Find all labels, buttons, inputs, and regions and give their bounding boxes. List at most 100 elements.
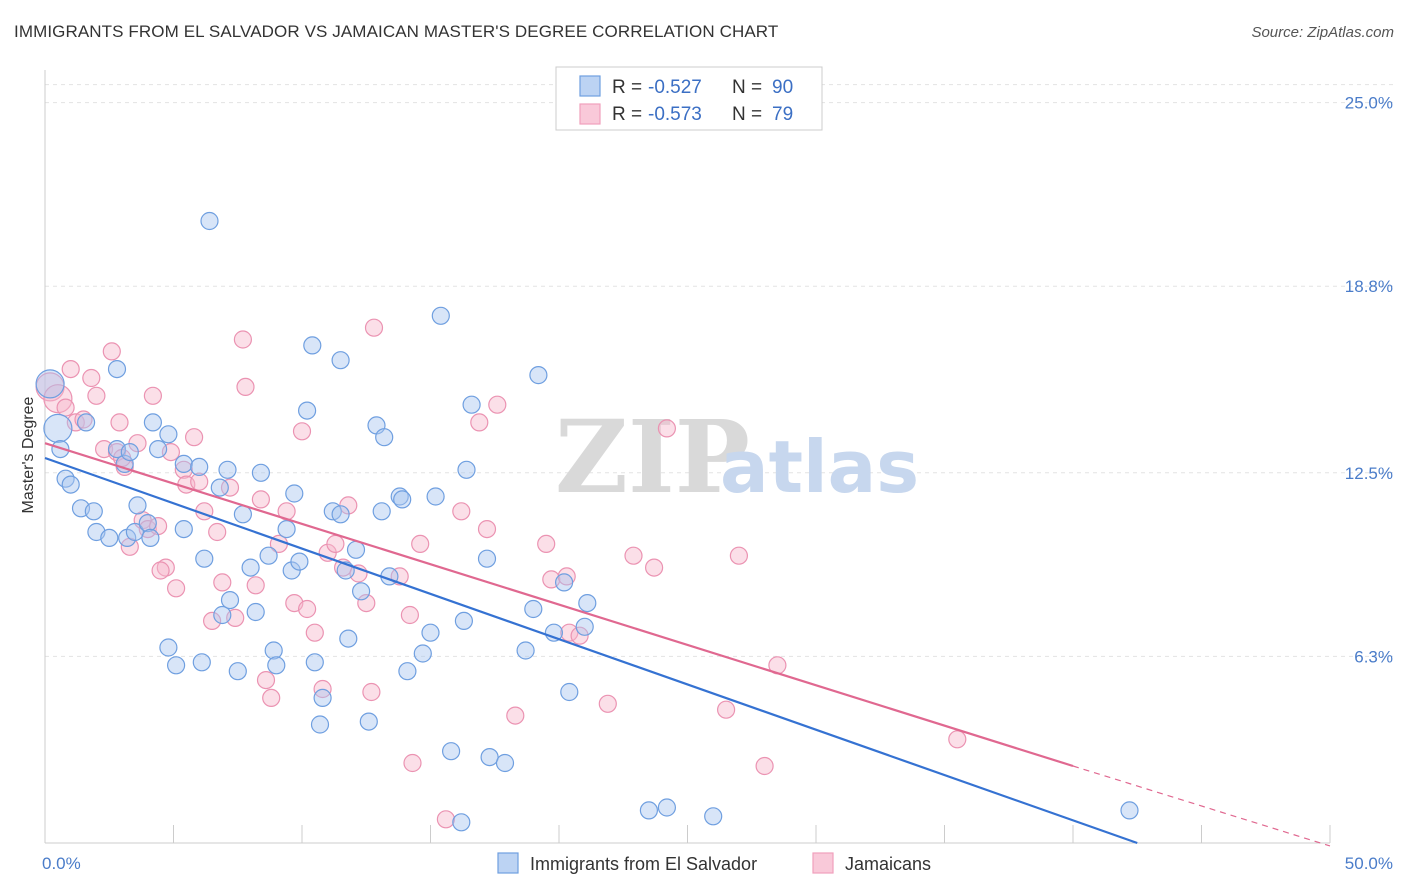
el-salvador-point xyxy=(141,528,160,548)
jamaicans-point xyxy=(403,753,422,773)
el-salvador-point xyxy=(277,519,296,539)
jamaicans-point xyxy=(452,502,471,521)
jamaicans-point xyxy=(82,368,101,388)
el-salvador-point xyxy=(159,425,178,444)
x-tick-label-min: 0.0% xyxy=(42,854,81,873)
page-title: IMMIGRANTS FROM EL SALVADOR VS JAMAICAN … xyxy=(14,22,779,41)
el-salvador-point xyxy=(452,813,471,832)
el-salvador-point xyxy=(462,395,481,414)
jamaicans-point xyxy=(598,694,617,713)
jamaicans-point xyxy=(364,318,384,337)
el-salvador-point xyxy=(35,369,65,399)
bottom-legend-swatch-blue xyxy=(497,852,519,874)
jamaicans-point xyxy=(506,706,525,725)
el-salvador-point xyxy=(305,653,324,672)
jamaicans-point xyxy=(729,546,749,565)
el-salvador-point xyxy=(495,753,515,773)
jamaicans-point xyxy=(305,623,324,642)
series-jamaicans xyxy=(35,318,967,829)
el-salvador-point xyxy=(264,641,283,660)
jamaicans-point xyxy=(262,688,281,708)
jamaicans-point xyxy=(246,576,265,595)
jamaicans-point xyxy=(362,682,381,702)
jamaicans-point xyxy=(185,428,204,447)
jamaicans-point xyxy=(208,522,227,542)
el-salvador-point xyxy=(76,413,96,432)
legend-n-value-1: 90 xyxy=(772,77,793,98)
el-salvador-point xyxy=(352,582,371,601)
x-tick-labels: 0.0% 50.0% xyxy=(42,854,1393,873)
jamaicans-point xyxy=(488,395,507,414)
el-salvador-point xyxy=(375,428,394,447)
trend-line-el-salvador xyxy=(44,456,1138,845)
el-salvador-point xyxy=(331,351,350,370)
el-salvador-point xyxy=(43,413,73,443)
el-salvador-point xyxy=(554,573,574,592)
jamaicans-point xyxy=(657,419,677,438)
el-salvador-point xyxy=(303,336,322,355)
el-salvador-point xyxy=(480,747,499,767)
legend-r-label-2: R = xyxy=(612,104,642,125)
jamaicans-point xyxy=(411,534,430,554)
jamaicans-point xyxy=(624,546,643,565)
jamaicans-point xyxy=(570,626,589,645)
legend-swatch-pink xyxy=(579,103,601,125)
legend-n-label-1: N = xyxy=(732,77,762,98)
y-tick-label: 12.5% xyxy=(1345,464,1393,483)
el-salvador-point xyxy=(213,605,232,625)
el-salvador-point xyxy=(174,519,193,539)
jamaicans-point xyxy=(156,558,175,577)
el-salvador-point xyxy=(128,496,147,515)
el-salvador-point xyxy=(454,611,473,631)
el-salvador-point xyxy=(84,502,103,521)
jamaicans-point xyxy=(644,558,664,577)
el-salvador-point xyxy=(61,475,80,494)
el-salvador-point xyxy=(390,487,409,506)
trend-lines xyxy=(44,442,1331,847)
jamaicans-point xyxy=(190,472,209,491)
legend-r-value-2: -0.573 xyxy=(648,104,702,125)
jamaicans-point xyxy=(102,342,121,361)
el-salvador-point xyxy=(560,682,579,702)
jamaicans-point xyxy=(357,593,376,613)
el-salvador-point xyxy=(477,549,497,568)
jamaicans-point xyxy=(151,561,170,580)
el-salvador-point xyxy=(107,360,127,379)
jamaicans-point xyxy=(74,410,93,429)
jamaicans-point xyxy=(716,700,736,719)
el-salvador-point xyxy=(331,505,350,524)
jamaicans-point xyxy=(298,599,317,619)
jamaicans-point xyxy=(233,330,252,349)
el-salvador-point xyxy=(575,617,594,636)
el-salvador-point xyxy=(704,807,723,826)
el-salvador-point xyxy=(115,454,134,473)
bottom-legend-label-jamaicans: Jamaicans xyxy=(845,854,931,874)
watermark: ZIP atlas xyxy=(555,398,919,516)
trend-line-jamaicans xyxy=(44,442,1074,768)
y-tick-label: 6.3% xyxy=(1354,647,1393,666)
watermark-atlas: atlas xyxy=(720,425,919,509)
el-salvador-point xyxy=(1120,801,1139,820)
el-salvador-point xyxy=(149,440,168,459)
el-salvador-point xyxy=(259,546,278,565)
el-salvador-point xyxy=(192,653,211,672)
jamaicans-point xyxy=(477,519,497,539)
el-salvador-point xyxy=(431,306,450,325)
jamaicans-point xyxy=(948,730,967,749)
el-salvador-point xyxy=(143,413,162,432)
bottom-legend: Immigrants from El Salvador Jamaicans xyxy=(497,852,931,874)
jamaicans-point xyxy=(326,534,345,554)
el-salvador-point xyxy=(372,502,391,521)
el-salvador-point xyxy=(310,715,330,734)
el-salvador-point xyxy=(393,490,412,509)
el-salvador-point xyxy=(359,712,378,731)
el-salvador-point xyxy=(457,460,476,479)
jamaicans-point xyxy=(537,534,556,554)
el-salvador-point xyxy=(426,487,445,506)
jamaicans-point xyxy=(470,413,489,432)
legend-r-value-1: -0.527 xyxy=(648,77,702,98)
el-salvador-point xyxy=(285,484,304,503)
jamaicans-point xyxy=(110,413,129,432)
jamaicans-point xyxy=(87,386,106,405)
jamaicans-point xyxy=(436,810,455,829)
